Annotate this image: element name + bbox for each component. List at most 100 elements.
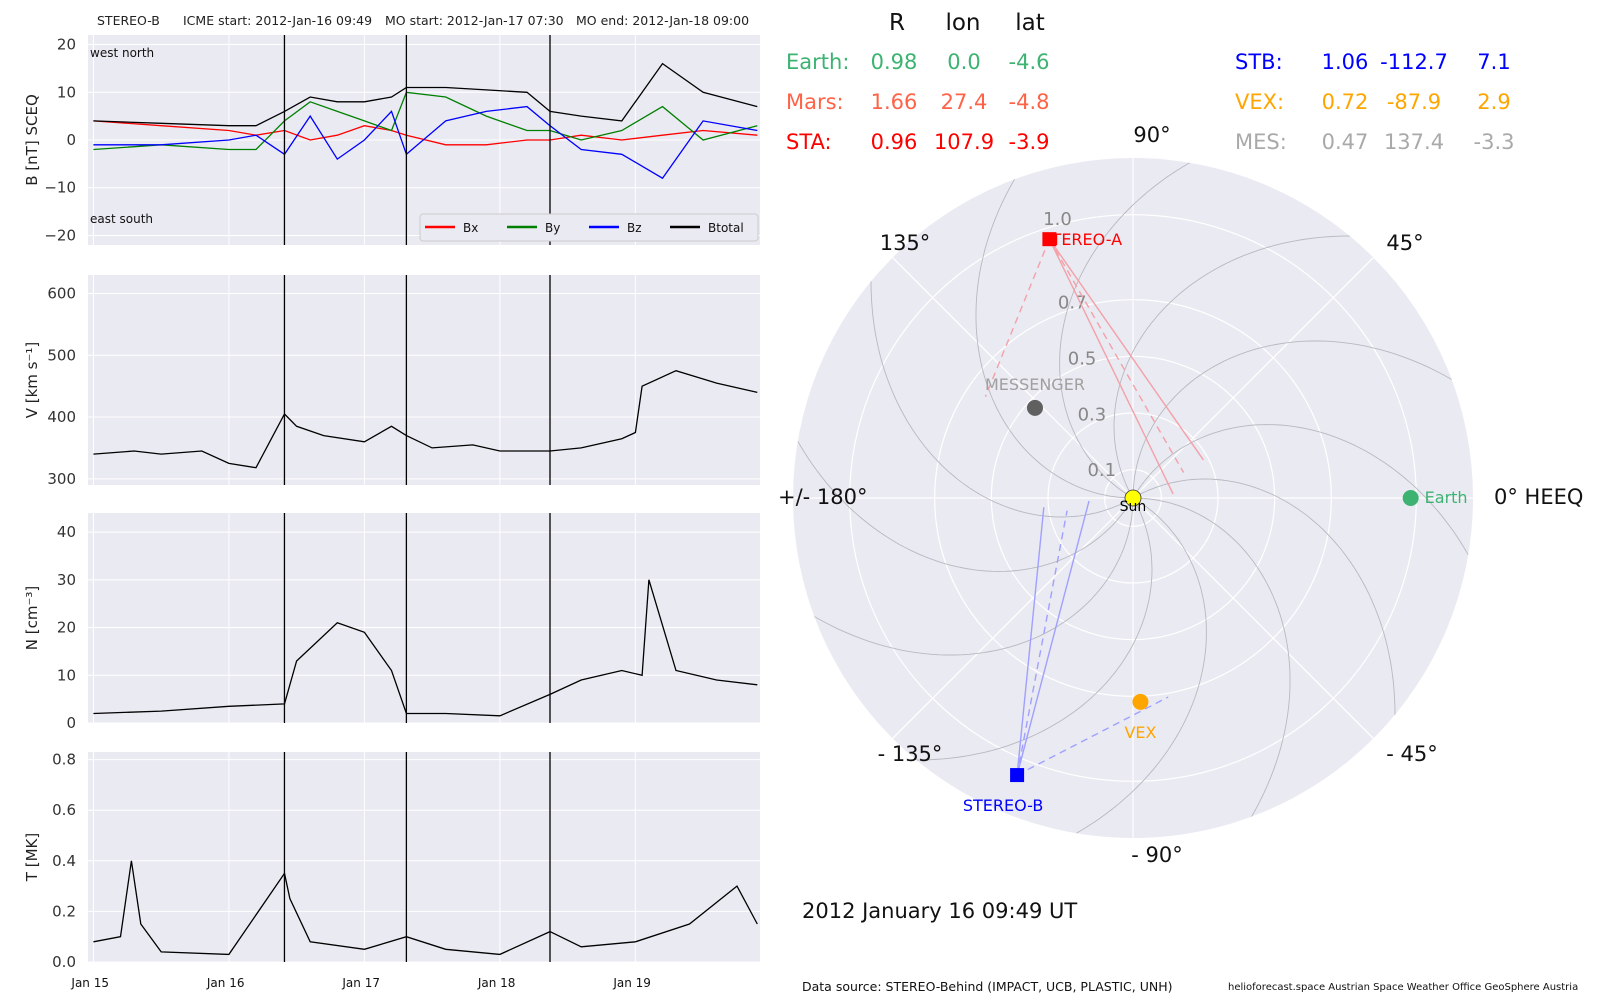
- radial-tick-label: 0.1: [1087, 460, 1116, 481]
- row-r: 0.72: [1322, 90, 1369, 114]
- y-tick-label: −20: [44, 226, 76, 244]
- table-header-lon: lon: [945, 10, 980, 36]
- annotation-west-north: west north: [90, 46, 154, 60]
- y-tick-label: 10: [57, 83, 76, 101]
- parker-spiral: [887, 497, 1207, 838]
- row-name: Mars:: [786, 90, 844, 114]
- angle-tick-label: 90°: [1133, 123, 1170, 147]
- angle-tick-label: 45°: [1386, 231, 1423, 255]
- radial-tick-label: 1.0: [1043, 209, 1072, 230]
- row-r: 1.06: [1322, 50, 1369, 74]
- parker-spiral: [975, 158, 1156, 499]
- panel-background: [88, 752, 760, 962]
- y-axis-label: V [km s⁻¹]: [23, 342, 41, 419]
- panel-t: 0.0 0.2 0.4 0.6 0.8 T [MK] Jan 15 Jan 16 Jan 17 J…: [23, 751, 760, 990]
- y-tick-label: 10: [57, 666, 76, 684]
- parker-spiral: [1132, 424, 1473, 744]
- fov-line: [1016, 510, 1068, 776]
- angle-tick-label: 135°: [880, 231, 931, 255]
- y-tick-label: 0.8: [52, 751, 76, 769]
- legend-label: Bz: [627, 221, 642, 235]
- legend-label: Bx: [463, 221, 478, 235]
- table-row-vex: VEX: 0.72 -87.9 2.9: [1235, 90, 1511, 114]
- y-axis-label: N [cm⁻³]: [23, 586, 41, 650]
- label-stereo-a: STEREO-A: [1041, 230, 1122, 249]
- header-spacecraft: STEREO-B: [97, 13, 160, 28]
- row-name: Earth:: [786, 50, 849, 74]
- polar-spoke: [892, 257, 1134, 499]
- angle-tick-label: - 135°: [878, 742, 943, 766]
- row-lon: -87.9: [1387, 90, 1441, 114]
- panel-background: [88, 275, 760, 485]
- y-tick-label: 20: [57, 36, 76, 54]
- date-label: 2012 January 16 09:49 UT: [802, 899, 1077, 923]
- marker-vex: [1132, 693, 1149, 710]
- header-mo-end: MO end: 2012-Jan-18 09:00: [576, 13, 749, 28]
- table-row-earth: Earth: 0.98 0.0 -4.6: [786, 50, 1049, 74]
- row-lat: -3.9: [1009, 130, 1050, 154]
- parker-spiral: [793, 475, 1134, 656]
- row-lat: 7.1: [1477, 50, 1510, 74]
- legend-label: By: [545, 221, 560, 235]
- fov-line: [1016, 696, 1169, 776]
- table-header-r: R: [889, 10, 905, 36]
- y-tick-label: 0.4: [52, 852, 76, 870]
- timeseries-panels: −20 −10 0 10 20 B [nT] SCEQ west north east sou…: [23, 35, 760, 990]
- footer-source: Data source: STEREO-Behind (IMPACT, UCB,…: [802, 979, 1172, 994]
- parker-spiral: [793, 252, 1134, 572]
- x-tick-label: Jan 17: [341, 976, 380, 990]
- panel-b: −20 −10 0 10 20 B [nT] SCEQ west north east sou…: [23, 35, 760, 245]
- y-tick-label: 600: [47, 285, 76, 303]
- footer-credits: helioforecast.space Austrian Space Weath…: [1228, 982, 1578, 993]
- y-tick-label: 0.6: [52, 801, 76, 819]
- y-tick-label: 0.0: [52, 953, 76, 971]
- y-tick-label: 0: [66, 714, 76, 732]
- row-name: VEX:: [1235, 90, 1284, 114]
- y-tick-label: 300: [47, 470, 76, 488]
- row-r: 0.98: [871, 50, 918, 74]
- y-tick-label: 30: [57, 571, 76, 589]
- x-tick-label: Jan 19: [612, 976, 651, 990]
- table-row-sta: STA: 0.96 107.9 -3.9: [786, 130, 1049, 154]
- radial-tick-label: 0.5: [1068, 348, 1097, 369]
- row-lat: 2.9: [1477, 90, 1510, 114]
- fov-line: [1048, 238, 1174, 495]
- polar-spoke: [1132, 257, 1374, 499]
- annotation-east-south: east south: [90, 212, 153, 226]
- y-tick-label: 0.2: [52, 902, 76, 920]
- legend: Bx By Bz Btotal: [419, 213, 759, 242]
- y-tick-label: −10: [44, 179, 76, 197]
- y-tick-label: 20: [57, 619, 76, 637]
- table-header-lat: lat: [1015, 10, 1045, 36]
- row-lon: 0.0: [947, 50, 980, 74]
- label-sun: Sun: [1120, 499, 1147, 515]
- table-row-stb: STB: 1.06 -112.7 7.1: [1235, 50, 1511, 74]
- row-r: 0.96: [871, 130, 918, 154]
- table-row-mars: Mars: 1.66 27.4 -4.8: [786, 90, 1049, 114]
- row-r: 1.66: [871, 90, 918, 114]
- x-tick-label: Jan 15: [70, 976, 109, 990]
- y-tick-label: 40: [57, 523, 76, 541]
- x-tick-label: Jan 18: [477, 976, 516, 990]
- row-lon: -112.7: [1380, 50, 1448, 74]
- label-vex: VEX: [1124, 723, 1156, 742]
- parker-spiral: [1059, 158, 1379, 499]
- x-tick-label: Jan 16: [206, 976, 245, 990]
- radial-tick-label: 0.3: [1078, 404, 1107, 425]
- label-stereo-b: STEREO-B: [963, 796, 1043, 815]
- marker-sun: [1124, 489, 1142, 507]
- y-tick-label: 0: [66, 131, 76, 149]
- angle-tick-label: - 90°: [1131, 843, 1182, 867]
- panel-v: 300 400 500 600 V [km s⁻¹]: [23, 275, 760, 488]
- polar-spoke: [892, 497, 1134, 739]
- header-icme-start: ICME start: 2012-Jan-16 09:49: [183, 13, 372, 28]
- marker-stereo-b: [1010, 768, 1025, 783]
- row-lat: -3.3: [1474, 130, 1515, 154]
- series-line: [93, 860, 758, 956]
- fov-line: [1016, 507, 1045, 776]
- parker-spiral: [1110, 497, 1291, 838]
- y-axis-label: T [MK]: [23, 833, 41, 882]
- panel-n: 0 10 20 30 40 N [cm⁻³]: [23, 513, 760, 732]
- fov-line: [1048, 238, 1204, 461]
